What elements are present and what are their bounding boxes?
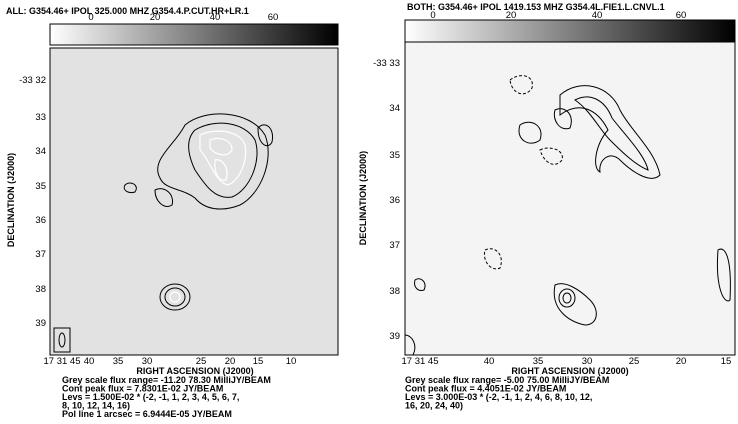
note: Cont peak flux = 7.8301E-02 JY/BEAM bbox=[62, 384, 223, 394]
x-tick-label: 35 bbox=[113, 356, 124, 367]
x-tick-label: 35 bbox=[533, 356, 544, 367]
x-tick-label: 20 bbox=[676, 356, 687, 367]
note: 16, 20, 24, 40) bbox=[405, 401, 463, 411]
y-tick-label: 37 bbox=[35, 249, 46, 260]
colorbar-tick-label: 40 bbox=[592, 10, 603, 21]
y-axis-label: DECLINATION (J2000) bbox=[358, 151, 368, 245]
y-tick-label: 35 bbox=[35, 181, 46, 192]
note: Grey scale flux range= -11.20 78.30 Mill… bbox=[62, 375, 271, 385]
y-tick-label: 37 bbox=[389, 240, 400, 251]
colorbar-tick-label: 0 bbox=[430, 10, 435, 21]
panel-title: ALL: G354.46+ IPOL 325.000 MHZ G354.4.P.… bbox=[6, 6, 249, 16]
x-axis-label: RIGHT ASCENSION (J2000) bbox=[511, 366, 628, 376]
note: Grey scale flux range= -5.00 75.00 Milli… bbox=[405, 375, 609, 385]
colorbar-tick-label: 60 bbox=[676, 10, 687, 21]
x-tick-label: 15 bbox=[721, 356, 732, 367]
x-axis-label: RIGHT ASCENSION (J2000) bbox=[136, 366, 253, 376]
x-tick-label: 30 bbox=[142, 356, 153, 367]
y-tick-label: 33 bbox=[35, 112, 46, 123]
x-tick-label: 20 bbox=[225, 356, 236, 367]
y-tick-label: 36 bbox=[35, 215, 46, 226]
y-tick-label: 34 bbox=[389, 103, 400, 114]
x-tick-label: 40 bbox=[84, 356, 95, 367]
colorbar-tick-label: 60 bbox=[268, 12, 279, 23]
y-tick-label: 38 bbox=[35, 284, 46, 295]
y-axis-label: DECLINATION (J2000) bbox=[6, 153, 16, 247]
note: Pol line 1 arcsec = 6.9444E-05 JY/BEAM bbox=[62, 409, 232, 419]
contours bbox=[53, 113, 274, 353]
y-tick-label: 39 bbox=[389, 331, 400, 342]
colorbar-tick-label: 20 bbox=[150, 12, 161, 23]
note: 8, 10, 12, 14, 16) bbox=[62, 401, 130, 411]
x-tick-label: 25 bbox=[629, 356, 640, 367]
panel-title: BOTH: G354.46+ IPOL 1419.153 MHZ G354.4L… bbox=[407, 2, 665, 12]
colorbar bbox=[49, 23, 339, 46]
x-tick-label: 10 bbox=[286, 356, 297, 367]
map bbox=[404, 41, 736, 356]
colorbar-tick-label: 20 bbox=[506, 10, 517, 21]
x-tick-label: 17 31 45 bbox=[44, 356, 81, 367]
x-tick-label: 30 bbox=[582, 356, 593, 367]
note: Levs = 3.000E-03 * (-2, -1, 1, 2, 4, 6, … bbox=[405, 392, 592, 402]
y-tick-label: -33 32 bbox=[19, 75, 46, 86]
x-tick-label: 17 31 45 bbox=[402, 356, 439, 367]
y-tick-label: 39 bbox=[35, 318, 46, 329]
x-tick-label: 40 bbox=[484, 356, 495, 367]
map bbox=[49, 47, 339, 356]
x-tick-label: 25 bbox=[196, 356, 207, 367]
y-tick-label: 36 bbox=[389, 195, 400, 206]
colorbar-tick-label: 40 bbox=[210, 12, 221, 23]
note: Cont peak flux = 4.4051E-02 JY/BEAM bbox=[405, 384, 566, 394]
y-tick-label: 38 bbox=[389, 286, 400, 297]
y-tick-label: 34 bbox=[35, 146, 46, 157]
y-tick-label: 35 bbox=[389, 150, 400, 161]
colorbar-tick-label: 0 bbox=[88, 12, 93, 23]
colorbar bbox=[404, 19, 736, 43]
y-tick-label: -33 33 bbox=[373, 58, 400, 69]
contours bbox=[404, 75, 731, 356]
note: Levs = 1.500E-02 * (-2, -1, 1, 2, 3, 4, … bbox=[62, 392, 239, 402]
x-tick-label: 15 bbox=[253, 356, 264, 367]
